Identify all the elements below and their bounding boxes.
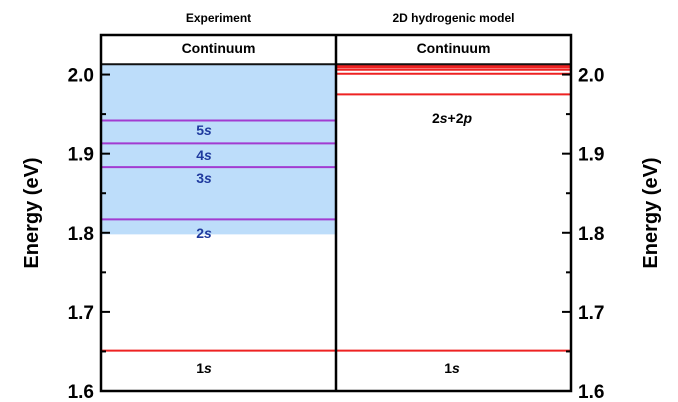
panel-title: Experiment bbox=[186, 11, 251, 25]
left-axis-label: Energy (eV) bbox=[21, 157, 43, 268]
right-tick-label: 1.8 bbox=[578, 224, 604, 245]
frame-layer bbox=[99, 33, 573, 393]
left-tick-label: 1.8 bbox=[68, 224, 94, 245]
levels-layer bbox=[102, 63, 570, 352]
shading-layer bbox=[102, 64, 335, 235]
level-label-4s: 4s bbox=[196, 147, 212, 163]
text-layer: 1.6 1.6 1.7 1.7 1.8 1.8 1.9 1.9 2.0 2.0 Energy (eV… bbox=[21, 11, 662, 402]
level-label-1s: 1s bbox=[444, 360, 460, 376]
level-label-2s: 2s bbox=[196, 225, 212, 241]
panel-title: 2D hydrogenic model bbox=[392, 11, 514, 25]
right-tick-label: 2.0 bbox=[578, 66, 604, 87]
left-tick-label: 1.6 bbox=[68, 382, 94, 402]
continuum-label: Continuum bbox=[182, 40, 256, 56]
right-axis-label: Energy (eV) bbox=[640, 157, 662, 268]
continuum-label: Continuum bbox=[417, 40, 491, 56]
level-label-1s: 1s bbox=[196, 360, 212, 376]
left-tick-label: 2.0 bbox=[68, 66, 94, 87]
level-label-5s: 5s bbox=[196, 122, 212, 138]
right-tick-label: 1.9 bbox=[578, 145, 604, 166]
right-tick-label: 1.7 bbox=[578, 303, 604, 324]
right-tick-label: 1.6 bbox=[578, 382, 604, 402]
level-label-3s: 3s bbox=[196, 170, 212, 186]
level-label-2s-2p: 2s+2p bbox=[432, 110, 473, 126]
left-tick-label: 1.7 bbox=[68, 303, 94, 324]
left-tick-label: 1.9 bbox=[68, 145, 94, 166]
shaded-region bbox=[102, 64, 335, 235]
